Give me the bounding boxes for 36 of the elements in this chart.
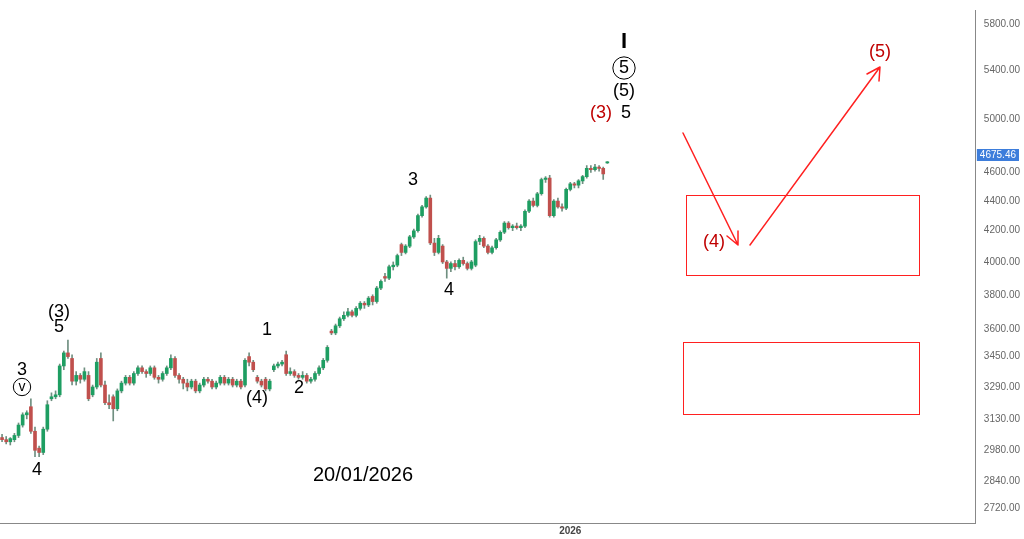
annotation: (3) xyxy=(590,101,612,122)
y-tick-label: 3450.00 xyxy=(983,350,1021,362)
annotation: 5 xyxy=(620,101,632,122)
y-tick-label: 3800.00 xyxy=(983,288,1021,300)
annotation: (4) xyxy=(246,386,268,407)
candlestick xyxy=(514,222,519,230)
annotation: (4) xyxy=(703,230,725,251)
y-tick-label: 2980.00 xyxy=(983,444,1021,456)
y-tick-label: 3600.00 xyxy=(983,323,1021,335)
annotation: 20/01/2026 xyxy=(313,462,414,485)
annotation: 1 xyxy=(261,318,273,339)
annotation: (5) xyxy=(613,79,635,100)
x-tick-label: 2026 xyxy=(559,524,582,536)
annotation: 3 xyxy=(407,168,419,189)
y-tick-label: 3130.00 xyxy=(983,412,1021,424)
annotation: 3 xyxy=(16,358,28,379)
y-tick-label: 5800.00 xyxy=(983,17,1021,29)
y-tick-label: 4400.00 xyxy=(983,194,1021,206)
annotation: I xyxy=(620,28,628,54)
y-tick-label: 5400.00 xyxy=(983,63,1021,75)
annotation: 5 xyxy=(618,56,630,77)
annotation: 4 xyxy=(443,278,455,299)
y-tick-label: 4600.00 xyxy=(983,166,1021,178)
annotation: 4 xyxy=(31,458,43,479)
annotation: (5) xyxy=(869,40,891,61)
text: 4675.46 xyxy=(979,148,1017,160)
annotation: v xyxy=(18,377,26,394)
annotation: 2 xyxy=(293,376,305,397)
y-tick-label: 3290.00 xyxy=(983,380,1021,392)
y-tick-label: 2720.00 xyxy=(983,502,1021,514)
y-tick-label: 2840.00 xyxy=(983,474,1021,486)
candlestick xyxy=(589,165,593,173)
y-tick-label: 4200.00 xyxy=(983,224,1021,236)
candlestick xyxy=(383,272,387,282)
y-tick-label: 4000.00 xyxy=(983,255,1021,267)
y-tick-label: 5000.00 xyxy=(983,112,1021,124)
